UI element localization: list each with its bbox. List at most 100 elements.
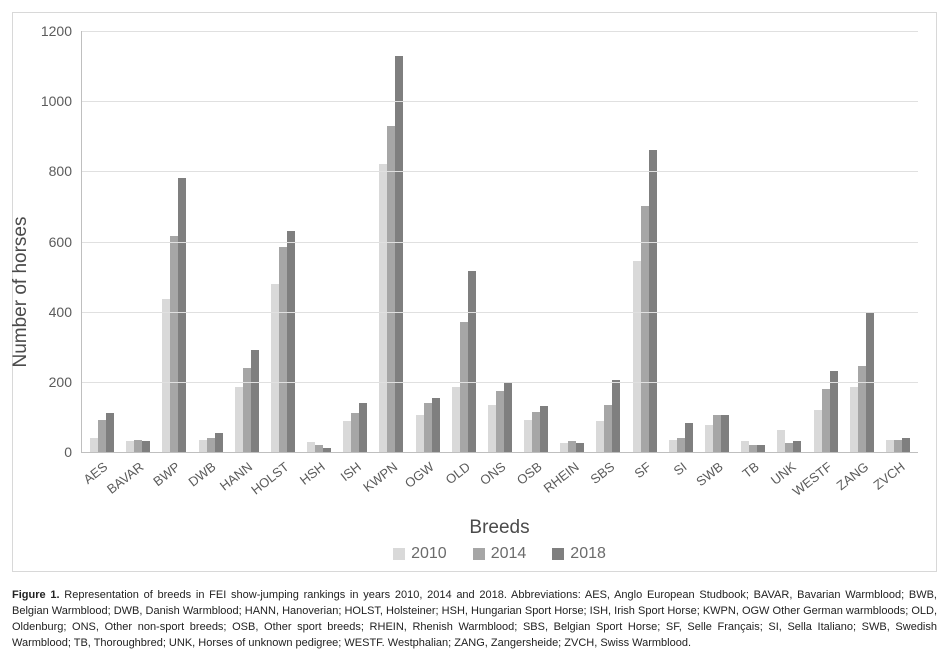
bar <box>251 350 259 452</box>
legend-swatch <box>393 548 405 560</box>
bar <box>814 410 822 452</box>
legend-item: 2014 <box>473 545 527 563</box>
x-labels-row: AESBAVARBWPDWBHANNHOLSTHSHISHKWPNOGWOLDO… <box>81 453 918 531</box>
bar <box>468 271 476 452</box>
caption-label: Figure 1. <box>12 589 60 601</box>
bar <box>98 420 106 452</box>
legend-label: 2014 <box>491 545 527 563</box>
x-tick: SWB <box>699 453 735 531</box>
legend-swatch <box>552 548 564 560</box>
bar <box>315 445 323 452</box>
x-tick: DWB <box>192 453 228 531</box>
bar <box>307 442 315 452</box>
gridline <box>82 242 918 243</box>
bar <box>90 438 98 452</box>
bar <box>106 413 114 452</box>
bar <box>677 438 685 452</box>
x-tick-label: DWB <box>186 459 219 490</box>
x-tick-label: ISH <box>338 459 364 484</box>
bar <box>685 423 693 452</box>
legend-label: 2010 <box>411 545 447 563</box>
y-tick-label: 800 <box>49 163 72 179</box>
bar <box>721 415 729 452</box>
bar <box>576 443 584 452</box>
x-tick: BAVAR <box>119 453 155 531</box>
bar <box>757 445 765 452</box>
y-tick-label: 200 <box>49 374 72 390</box>
x-tick: SI <box>663 453 699 531</box>
plot: 020040060080010001200 AESBAVARBWPDWBHANN… <box>81 31 918 563</box>
bar <box>532 412 540 452</box>
bar <box>705 425 713 452</box>
y-tick-label: 600 <box>49 234 72 250</box>
bar <box>641 206 649 452</box>
bar <box>612 380 620 452</box>
bar <box>902 438 910 452</box>
bar <box>323 448 331 452</box>
bar <box>351 413 359 452</box>
bar <box>488 405 496 452</box>
bar <box>235 387 243 452</box>
grid-area: 020040060080010001200 <box>81 31 918 453</box>
legend-label: 2018 <box>570 545 606 563</box>
bar <box>850 387 858 452</box>
x-tick: HOLST <box>264 453 300 531</box>
bar <box>178 178 186 452</box>
x-tick-label: HSH <box>297 459 328 488</box>
x-tick: SBS <box>590 453 626 531</box>
bar <box>822 389 830 452</box>
bar <box>379 164 387 452</box>
x-tick: WESTF <box>807 453 843 531</box>
x-tick: ZVCH <box>880 453 916 531</box>
caption-text: Representation of breeds in FEI show-jum… <box>12 589 937 649</box>
x-tick: RHEIN <box>554 453 590 531</box>
plot-wrap: 020040060080010001200 AESBAVARBWPDWBHANN… <box>81 31 918 563</box>
legend-swatch <box>473 548 485 560</box>
bar <box>504 382 512 452</box>
x-tick: ONS <box>481 453 517 531</box>
bar <box>395 56 403 452</box>
bar <box>749 445 757 452</box>
y-axis-label: Number of horses <box>10 216 32 367</box>
bar <box>540 406 548 452</box>
x-tick-label: TB <box>740 459 762 481</box>
x-tick-label: SBS <box>588 459 618 487</box>
y-tick-label: 0 <box>64 444 72 460</box>
y-tick-label: 1000 <box>41 93 72 109</box>
gridline <box>82 101 918 102</box>
bar <box>271 284 279 452</box>
bar <box>279 247 287 452</box>
y-tick-label: 1200 <box>41 23 72 39</box>
bar <box>785 443 793 452</box>
bar <box>199 440 207 452</box>
bar <box>858 366 866 452</box>
legend-item: 2018 <box>552 545 606 563</box>
bar <box>669 440 677 452</box>
x-tick: TB <box>735 453 771 531</box>
bar <box>126 441 134 452</box>
bar <box>424 403 432 452</box>
bar <box>741 441 749 452</box>
x-tick: SF <box>626 453 662 531</box>
y-tick-label: 400 <box>49 304 72 320</box>
bar <box>460 322 468 452</box>
bar <box>633 261 641 452</box>
bar <box>886 440 894 452</box>
bar <box>287 231 295 452</box>
bar <box>343 421 351 452</box>
x-tick: OGW <box>409 453 445 531</box>
bar <box>596 421 604 452</box>
gridline <box>82 171 918 172</box>
gridline <box>82 31 918 32</box>
bar <box>894 440 902 452</box>
bar <box>560 443 568 452</box>
bar <box>162 299 170 452</box>
bar <box>524 420 532 452</box>
legend-item: 2010 <box>393 545 447 563</box>
bar <box>496 391 504 452</box>
x-tick-label: SI <box>671 459 690 478</box>
bar <box>649 150 657 452</box>
gridline <box>82 382 918 383</box>
bar <box>243 368 251 452</box>
bar <box>830 371 838 452</box>
